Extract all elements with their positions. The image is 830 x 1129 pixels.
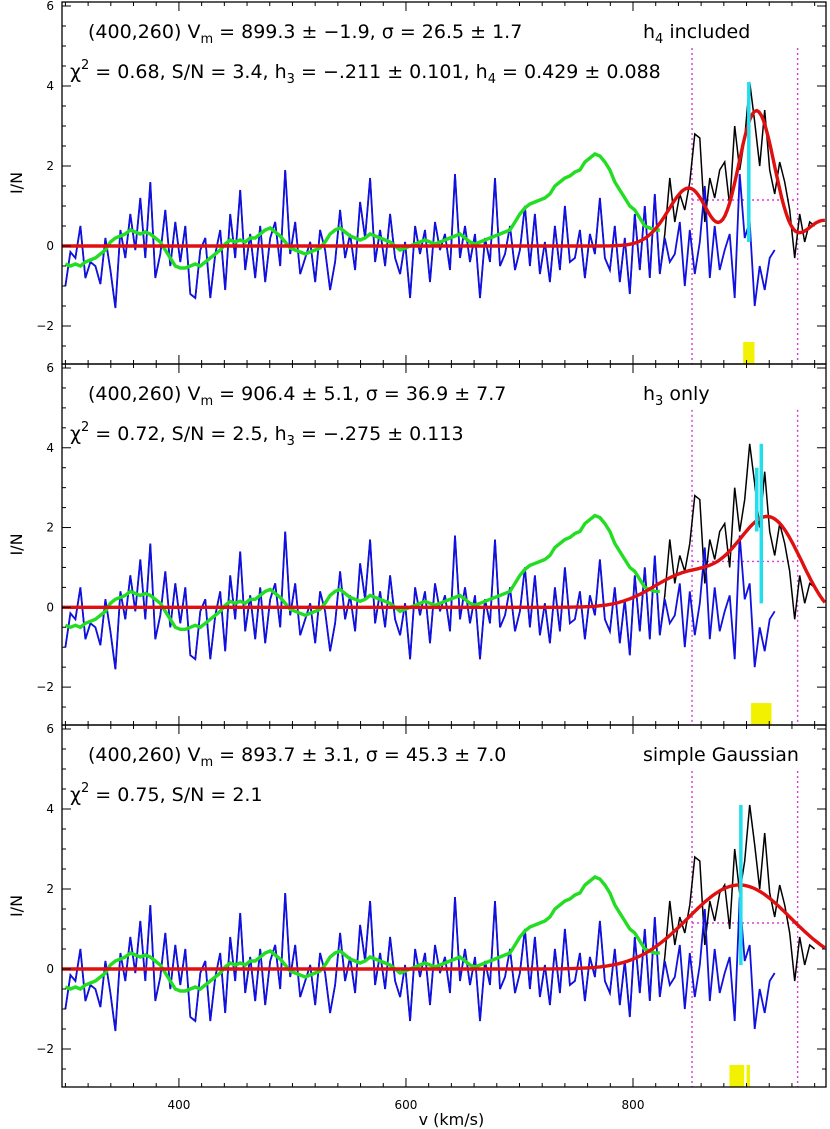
- ytick-label: −2: [36, 680, 54, 694]
- black-spectrum: [64, 804, 816, 1032]
- chi-values: = 0.72, S/N = 2.5, h: [89, 423, 286, 445]
- chi-superscript: 2: [81, 781, 89, 796]
- green-smoothed: [64, 513, 660, 631]
- panel-3: 6 4 2 0 −2 I/N (400,260) Vm = 893.7 ± 3.1, σ =…: [7, 722, 827, 1129]
- y-axis-label: I/N: [7, 895, 26, 917]
- green-smoothed: [64, 152, 660, 270]
- position-label: (400,260): [88, 21, 181, 43]
- red-fit: [62, 108, 825, 248]
- ytick-label: −2: [36, 1042, 54, 1056]
- info-line-1: (400,260) Vm = 906.4 ± 5.1, σ = 36.9 ± 7…: [88, 383, 506, 409]
- fit-mode-label: simple Gaussian: [643, 744, 799, 766]
- ytick-label: 4: [46, 441, 54, 455]
- vm-subscript: m: [200, 755, 213, 770]
- xtick-label: 600: [395, 1098, 418, 1112]
- h4-subscript: 4: [488, 72, 496, 87]
- panel-1: 6 4 2 0 −2 I/N (400,260) Vm = 899.3 ± −1.9, σ …: [7, 0, 827, 365]
- ytick-label: −2: [36, 319, 54, 333]
- info-line-2: χ2 = 0.75, S/N = 2.1: [70, 781, 263, 806]
- fit-mode-label: h4 included: [643, 21, 750, 47]
- fit-mode-main: simple Gaussian: [643, 744, 799, 766]
- vm-values: = 893.7 ± 3.1, σ = 45.3 ± 7.0: [213, 744, 506, 766]
- chi-symbol: χ: [70, 784, 81, 806]
- chi-values: = 0.68, S/N = 3.4, h: [89, 61, 286, 83]
- panel-2: 6 4 2 0 −2 I/N (400,260) Vm = 906.4 ± 5.1, σ =…: [7, 361, 827, 726]
- ytick-label: 6: [46, 722, 54, 736]
- fit-mode-subscript: 3: [655, 394, 663, 409]
- plot-area-1: [62, 48, 825, 364]
- fit-mode-label: h3 only: [643, 383, 710, 409]
- h3-subscript: 3: [287, 434, 295, 449]
- green-smoothed: [64, 875, 660, 993]
- info-line-2: χ2 = 0.72, S/N = 2.5, h3 = −.275 ± 0.113: [70, 420, 464, 449]
- yellow-marker: [729, 1065, 745, 1087]
- xtick-label: 800: [622, 1098, 645, 1112]
- chi-symbol: χ: [70, 61, 81, 83]
- info-line-1: (400,260) Vm = 899.3 ± −1.9, σ = 26.5 ± …: [88, 21, 522, 47]
- black-spectrum: [64, 443, 816, 670]
- position-label: (400,260): [88, 383, 181, 405]
- info-line-1: (400,260) Vm = 893.7 ± 3.1, σ = 45.3 ± 7…: [88, 744, 506, 770]
- fit-mode-tail: only: [663, 383, 709, 405]
- fit-mode-subscript: 4: [655, 32, 663, 47]
- h3-values: = −.275 ± 0.113: [295, 423, 464, 445]
- y-axis-label: I/N: [7, 533, 26, 555]
- vm-symbol: V: [187, 744, 200, 766]
- chi-superscript: 2: [81, 420, 89, 435]
- ytick-label: 0: [46, 600, 54, 614]
- ytick-label: 6: [46, 0, 54, 13]
- blue-spectrum: [64, 169, 776, 309]
- ytick-label: 2: [46, 882, 54, 896]
- x-axis-label: v (km/s): [419, 1110, 485, 1129]
- h4-values: = 0.429 ± 0.088: [496, 61, 661, 83]
- black-spectrum: [64, 81, 816, 309]
- vm-subscript: m: [200, 32, 213, 47]
- h3-subscript: 3: [287, 72, 295, 87]
- fit-mode-main: h: [643, 383, 655, 405]
- plot-area-2: [62, 409, 826, 725]
- yellow-marker: [751, 703, 772, 725]
- ytick-label: 4: [46, 79, 54, 93]
- y-axis-label: I/N: [7, 172, 26, 194]
- info-line-2: χ2 = 0.68, S/N = 3.4, h3 = −.211 ± 0.101…: [70, 58, 661, 87]
- chi-superscript: 2: [81, 58, 89, 73]
- blue-spectrum: [64, 531, 776, 670]
- ytick-label: 2: [46, 159, 54, 173]
- h3-values: = −.211 ± 0.101, h: [295, 61, 488, 83]
- vm-values: = 899.3 ± −1.9, σ = 26.5 ± 1.7: [213, 21, 522, 43]
- ytick-label: 0: [46, 239, 54, 253]
- ytick-label: 0: [46, 962, 54, 976]
- plot-area-3: [62, 771, 826, 1087]
- yellow-marker: [746, 1065, 750, 1087]
- fit-mode-main: h: [643, 21, 655, 43]
- vm-symbol: V: [187, 383, 200, 405]
- position-label: (400,260): [88, 744, 181, 766]
- chi-values: = 0.75, S/N = 2.1: [89, 784, 262, 806]
- chi-symbol: χ: [70, 423, 81, 445]
- yellow-marker: [743, 342, 755, 364]
- vm-subscript: m: [200, 394, 213, 409]
- xtick-label: 400: [167, 1098, 190, 1112]
- panel-frame: [61, 724, 827, 1088]
- ytick-label: 6: [46, 361, 54, 375]
- fit-mode-tail: included: [663, 21, 750, 43]
- vm-values: = 906.4 ± 5.1, σ = 36.9 ± 7.7: [213, 383, 506, 405]
- vm-symbol: V: [187, 21, 200, 43]
- red-fit: [62, 514, 826, 609]
- ytick-label: 2: [46, 521, 54, 535]
- red-fit: [62, 883, 826, 971]
- blue-spectrum: [64, 892, 776, 1032]
- ytick-label: 4: [46, 802, 54, 816]
